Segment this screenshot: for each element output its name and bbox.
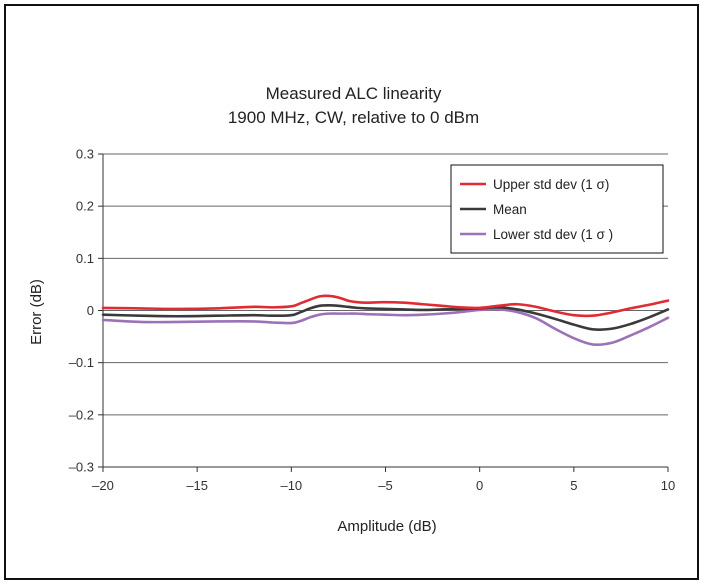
legend: Upper std dev (1 σ) Mean Lower std dev (1 … [450,164,664,254]
legend-label: Lower std dev (1 σ ) [493,227,613,242]
x-tick-label: –10 [280,478,302,493]
series-line-2 [101,308,670,347]
series-line-1 [101,303,670,331]
chart-frame [4,4,699,580]
series-lines [101,294,670,347]
axes: 0.3 0.2 0.1 0 –0.1 –0.2 –0.3 –20 –15 –10 –5 0 5 10 [69,147,676,494]
y-tick-label: –0.1 [69,355,94,370]
x-tick-label: 5 [570,478,577,493]
x-tick-label: 10 [661,478,675,493]
y-tick-label: 0.2 [76,199,94,214]
y-tick-label: 0.1 [76,251,94,266]
y-tick-label: 0.3 [76,147,94,162]
y-tick-label: –0.2 [69,407,94,422]
x-tick-label: –20 [92,478,114,493]
y-axis-label: Error (dB) [28,279,45,345]
chart-title: Measured ALC linearity [265,84,442,103]
y-tick-label: 0 [87,303,94,318]
legend-label: Upper std dev (1 σ) [493,177,609,192]
x-tick-label: –5 [378,478,392,493]
y-tick-label: –0.3 [69,460,94,475]
series-line-0 [101,294,670,318]
legend-box [450,164,664,254]
x-tick-label: –15 [186,478,208,493]
chart-subtitle: 1900 MHz, CW, relative to 0 dBm [227,108,480,127]
x-axis-label: Amplitude (dB) [337,518,436,535]
legend-label: Mean [493,202,527,217]
x-tick-label: 0 [476,478,483,493]
